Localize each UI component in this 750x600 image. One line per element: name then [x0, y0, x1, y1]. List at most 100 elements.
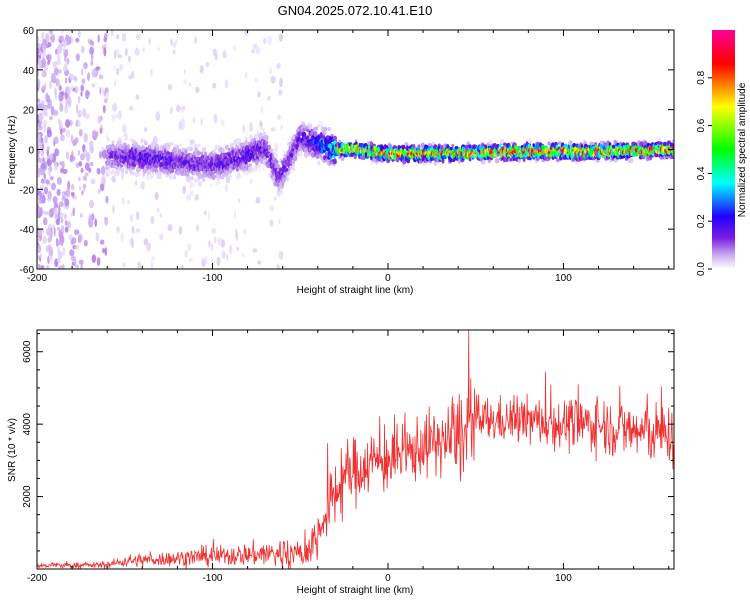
- spectrogram-x-label: Height of straight line (km): [297, 285, 414, 296]
- ridge-cell: [264, 135, 269, 141]
- noise-speckle: [92, 129, 97, 136]
- noise-speckle: [178, 226, 183, 235]
- ridge-cell: [191, 143, 195, 149]
- x-tick-label: 100: [555, 273, 572, 284]
- noise-speckle: [72, 244, 77, 250]
- noise-speckle: [42, 217, 48, 226]
- ridge-cell: [338, 139, 342, 144]
- noise-speckle: [53, 109, 59, 116]
- noise-speckle: [69, 249, 75, 257]
- noise-speckle: [49, 116, 53, 121]
- noise-speckle: [178, 121, 182, 130]
- noise-speckle: [131, 225, 135, 234]
- noise-speckle: [222, 50, 227, 59]
- ridge-cell: [273, 152, 279, 159]
- noise-speckle: [40, 265, 45, 269]
- noise-speckle: [169, 107, 174, 115]
- noise-speckle: [52, 196, 58, 204]
- noise-speckle: [81, 78, 86, 85]
- ridge-cell: [306, 128, 310, 133]
- noise-speckle: [150, 216, 155, 224]
- noise-speckle: [278, 33, 283, 42]
- ridge-cell: [499, 138, 505, 145]
- ridge-cell: [116, 169, 120, 174]
- noise-speckle: [168, 83, 173, 91]
- noise-speckle: [115, 67, 120, 76]
- ridge-cell: [340, 155, 345, 162]
- noise-speckle: [48, 30, 54, 35]
- noise-speckle: [43, 71, 47, 77]
- noise-speckle: [74, 229, 80, 235]
- noise-speckle: [226, 254, 229, 261]
- ridge-cell: [244, 136, 248, 141]
- noise-speckle: [135, 94, 140, 100]
- noise-speckle: [176, 104, 181, 112]
- noise-speckle: [267, 95, 271, 101]
- noise-speckle: [53, 136, 59, 144]
- noise-speckle: [200, 117, 203, 126]
- snr-ticks: -200 -100 0 100 2000 4000 6000: [22, 330, 674, 584]
- noise-speckle: [66, 151, 69, 160]
- noise-speckle: [274, 142, 279, 153]
- noise-speckle: [54, 165, 58, 171]
- ridge-cell: [124, 135, 129, 141]
- noise-speckle: [59, 212, 64, 218]
- x-tick-label: -100: [202, 573, 222, 584]
- noise-speckle: [82, 175, 87, 181]
- noise-speckle: [48, 169, 51, 177]
- ridge-cell: [173, 173, 177, 180]
- noise-speckle: [187, 243, 192, 252]
- noise-speckle: [279, 77, 283, 88]
- noise-speckle: [43, 124, 46, 133]
- ridge-cell: [134, 141, 139, 147]
- y-tick-label: -40: [20, 225, 35, 236]
- noise-speckle: [182, 185, 186, 195]
- noise-speckle: [37, 255, 40, 261]
- ridge-cell: [140, 145, 146, 151]
- x-tick-label: 0: [385, 573, 391, 584]
- noise-speckle: [78, 185, 82, 192]
- noise-speckle: [66, 221, 72, 229]
- noise-speckle: [47, 190, 52, 200]
- noise-speckle: [117, 110, 122, 120]
- noise-speckle: [94, 218, 97, 228]
- noise-speckle: [76, 104, 78, 114]
- noise-speckle: [119, 64, 122, 72]
- noise-speckle: [121, 32, 127, 42]
- ridge-cell: [488, 159, 491, 164]
- noise-speckle: [64, 213, 67, 220]
- noise-speckle: [276, 63, 281, 69]
- colorbar-tick-label: 0.8: [696, 70, 707, 84]
- y-tick-label: -20: [20, 185, 35, 196]
- ridge-cell: [306, 135, 310, 139]
- noise-speckle: [71, 74, 75, 80]
- y-tick-label: 40: [23, 66, 35, 77]
- y-tick-label: -60: [20, 265, 35, 276]
- ridge-cell: [320, 126, 325, 131]
- noise-speckle: [135, 228, 141, 233]
- noise-speckle: [232, 45, 237, 52]
- ridge-cell: [105, 131, 109, 135]
- noise-speckle: [45, 179, 50, 185]
- noise-speckle: [61, 30, 64, 34]
- noise-speckle: [216, 256, 221, 266]
- noise-speckle: [172, 49, 176, 55]
- y-tick-label: 4000: [22, 413, 33, 436]
- noise-speckle: [112, 102, 118, 112]
- ridge-cell: [172, 148, 177, 153]
- x-tick-label: 0: [385, 273, 391, 284]
- noise-speckle: [203, 210, 207, 216]
- y-tick-label: 20: [23, 106, 35, 117]
- noise-speckle: [71, 183, 75, 191]
- noise-speckle: [41, 31, 45, 41]
- ridge-cell: [112, 164, 116, 169]
- noise-speckle: [113, 49, 117, 60]
- noise-speckle: [37, 35, 40, 45]
- ridge-cell: [190, 176, 194, 181]
- ridge-cell: [219, 137, 223, 143]
- noise-speckle: [37, 152, 40, 163]
- noise-speckle: [255, 197, 261, 204]
- ridge-cell: [517, 158, 521, 164]
- noise-speckle: [183, 69, 186, 75]
- snr-panel: -200 -100 0 100 2000 4000 6000 Height of strai…: [7, 329, 675, 596]
